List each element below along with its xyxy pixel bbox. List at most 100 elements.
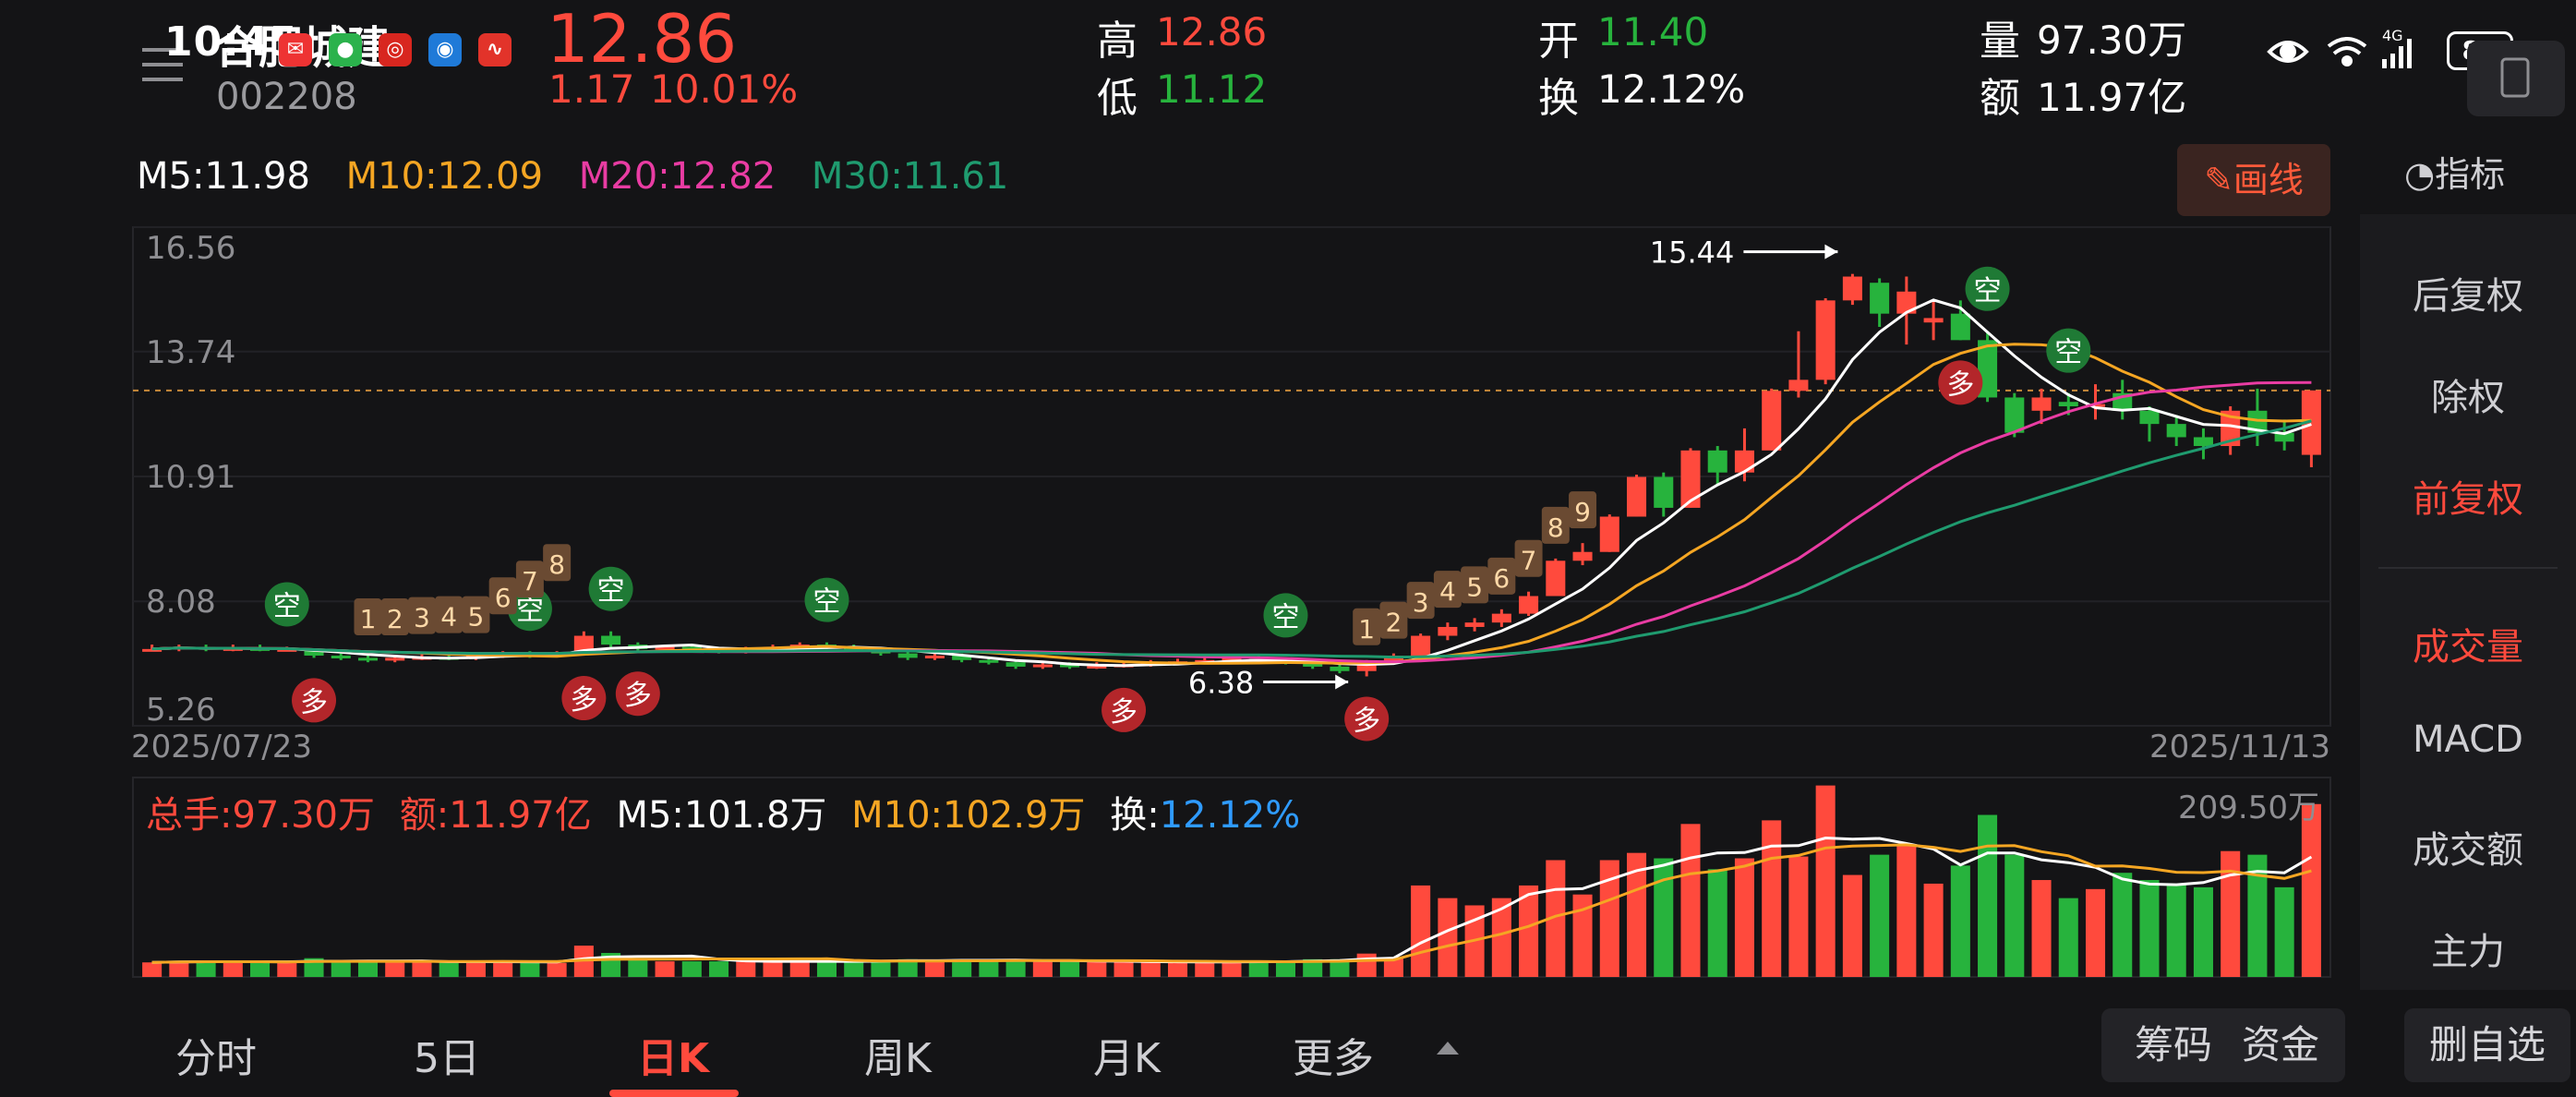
candle-body [2004,397,2025,433]
candle-body [1870,283,1890,314]
volume-bar [1248,961,1269,977]
bull-signal-badge [1344,696,1390,741]
volume-bar [844,961,864,977]
candle-body [924,656,945,659]
count-badge [1461,566,1489,604]
tab-5day[interactable]: 5日 [414,1035,480,1082]
candle-body [1330,666,1350,671]
volume-bar [357,961,379,977]
volume-bar [465,961,486,977]
pre-adjusted-option[interactable]: 前复权 [2413,478,2523,521]
count-label: 5 [468,602,485,633]
volume-bar [223,961,243,977]
candle-body [1222,657,1242,661]
chips-funds-group: 筹码 资金 [2101,1008,2345,1082]
volume-ma10-line [151,843,2312,964]
notification-app-icon: ✉ [279,33,312,66]
volume-bar [1195,962,1215,977]
amount-indicator-option[interactable]: 成交额 [2413,829,2523,872]
count-badge [1353,608,1381,645]
volume-bar [277,962,297,977]
signal-label: 空 [1271,601,1299,633]
side-divider [2378,567,2558,569]
remove-watchlist-button[interactable]: 删自选 [2404,1008,2570,1082]
candle-body [1707,450,1727,473]
draw-line-button[interactable]: ✎画线 [2177,144,2330,216]
volume-bar [736,961,756,977]
candle-body [1734,450,1754,473]
candle-body [2221,410,2241,447]
volume-bar [1519,885,1539,977]
volume-label: 量 [1980,18,2020,65]
volume-bar [2139,880,2160,977]
eye-icon [2267,41,2309,63]
volume-bar [1438,898,1458,977]
count-label: 7 [522,566,538,597]
ma10-value: M10:12.09 [345,155,544,198]
volume-bar [979,961,999,977]
volume-bar [1815,785,1836,977]
candle-body [2031,397,2052,411]
indicator-button[interactable]: ◔指标 [2404,146,2505,197]
volume-indicator-option[interactable]: 成交量 [2413,626,2523,669]
low-value: 11.12 [1156,66,1268,112]
candle-body [1519,596,1539,614]
open-value: 11.40 [1597,9,1709,54]
main-funds-indicator-option[interactable]: 主力 [2431,931,2505,973]
volume-turnover-prefix: 换: [1110,794,1160,837]
status-time: 10:45 [164,18,299,66]
wechat-icon: ● [329,33,362,66]
volume-bar [142,962,163,977]
y-tick-label: 5.26 [146,692,216,729]
count-badge [1569,491,1597,529]
tab-daily-k[interactable]: 日K [637,1035,710,1082]
candle-body [1599,516,1619,552]
candle-body [1464,622,1485,627]
tab-weekly-k[interactable]: 周K [864,1035,932,1082]
count-badge [462,596,490,633]
post-adjusted-option[interactable]: 后复权 [2413,275,2523,318]
volume-bar [1788,856,1809,977]
candle-body [277,648,297,652]
candle-body [2301,390,2321,455]
volume-bar [1734,858,1754,977]
volume-bar [1599,860,1619,977]
candle-body [2193,437,2213,447]
funds-button[interactable]: 资金 [2242,1022,2320,1067]
volume-total: 总手:97.30万 [146,794,375,837]
volume-bar [1303,958,1323,977]
macd-indicator-option[interactable]: MACD [2413,718,2523,761]
volume-bar [1005,958,1026,977]
volume-bar [871,959,891,977]
candle-body [601,635,621,645]
menu-icon[interactable] [138,44,194,87]
volume-bar [1383,957,1403,977]
volume-bar [1491,898,1511,977]
candle-body [1491,613,1511,623]
tab-monthly-k[interactable]: 月K [1093,1035,1161,1082]
count-badge [1406,582,1435,620]
min-arrow-head [1335,674,1349,690]
chips-button[interactable]: 筹码 [2135,1022,2213,1067]
volume-bar [2031,880,2052,977]
count-label: 4 [440,602,457,633]
tab-more[interactable]: 更多 [1293,1035,1374,1082]
volume-bar [1222,961,1242,977]
candle-body [1572,551,1593,561]
tab-intraday[interactable]: 分时 [175,1035,257,1082]
count-badge [380,598,409,636]
max-arrow-head [1824,244,1838,259]
volume-bar [1923,883,1944,977]
amount-value: 11.97亿 [2037,75,2187,120]
volume-turnover-value: 12.12% [1159,794,1301,837]
count-label: 8 [548,549,565,580]
caret-up-icon[interactable] [1433,1038,1463,1062]
ex-rights-option[interactable]: 除权 [2431,377,2505,419]
count-label: 1 [1358,614,1375,645]
candle-body [1626,476,1647,517]
min-price-label: 6.38 [1188,665,1254,700]
screen-toggle-button[interactable] [2467,41,2565,116]
volume-bar [520,961,540,977]
count-label: 2 [387,604,403,634]
